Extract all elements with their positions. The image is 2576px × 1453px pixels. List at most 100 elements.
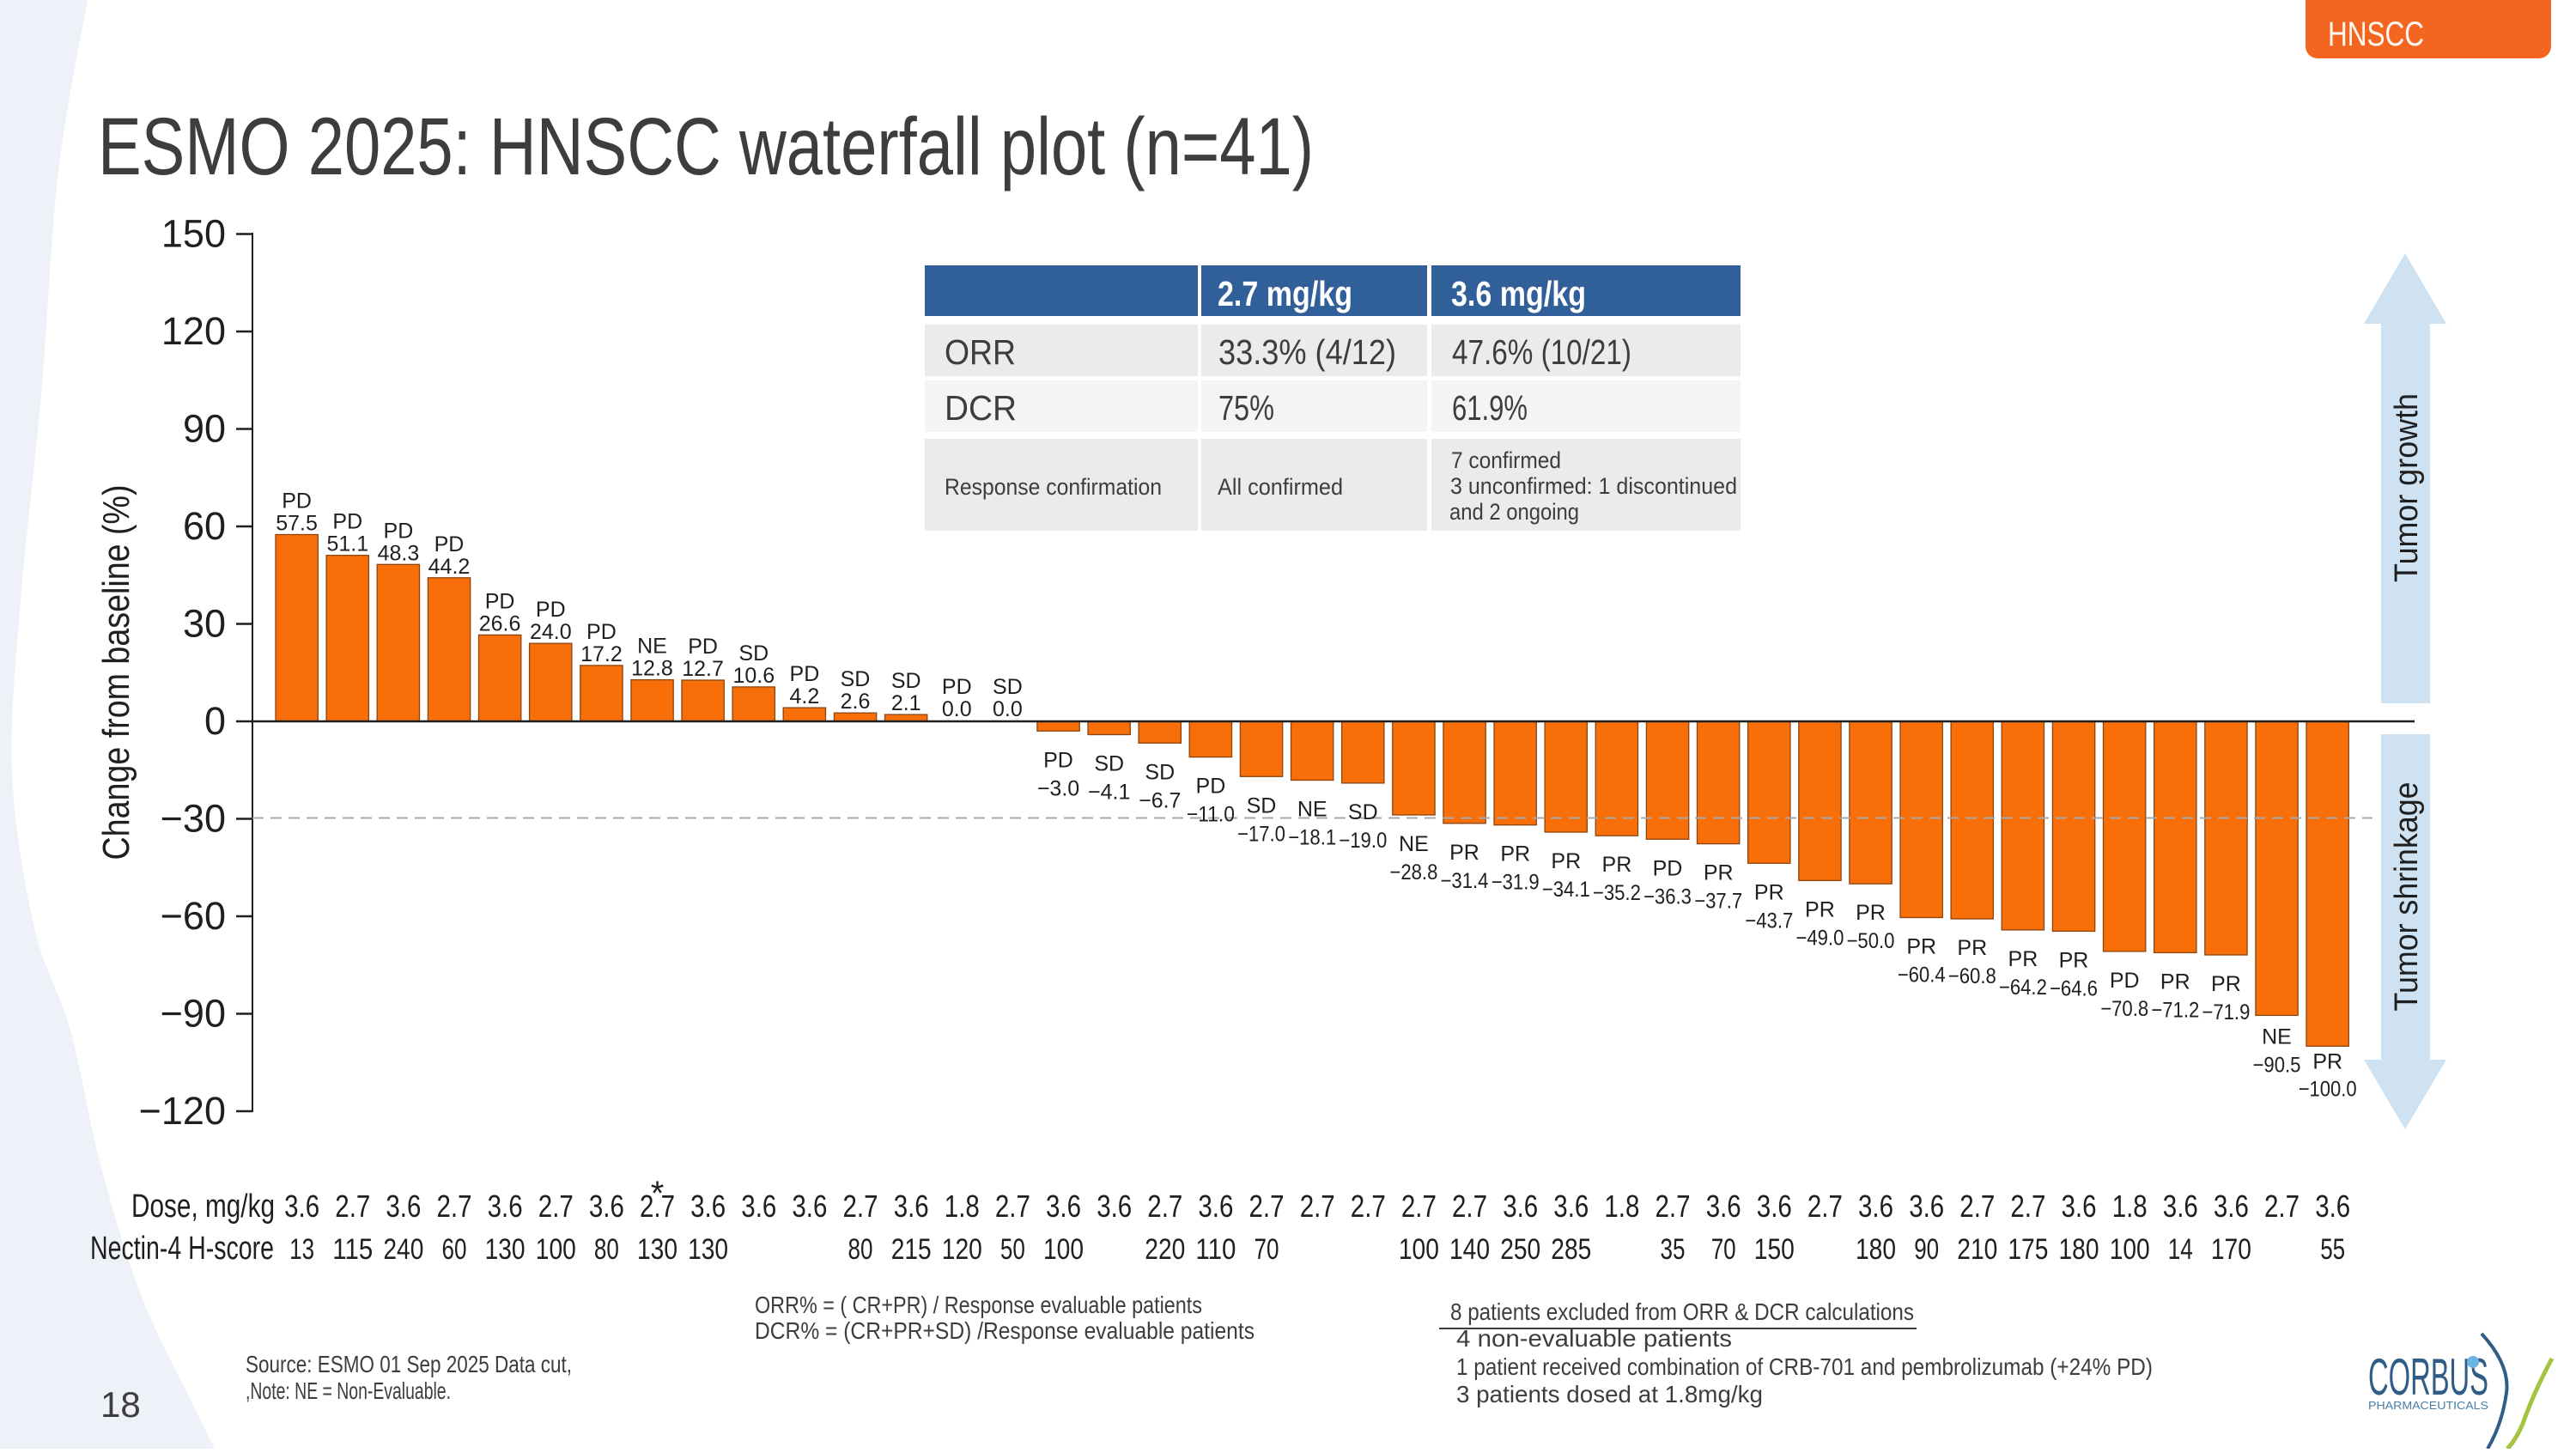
svg-text:PD: PD	[942, 675, 972, 699]
svg-text:3.6: 3.6	[1097, 1189, 1132, 1224]
svg-text:ORR: ORR	[945, 332, 1016, 372]
svg-text:57.5: 57.5	[276, 512, 318, 536]
svg-text:PD: PD	[1043, 748, 1073, 772]
svg-text:3.6: 3.6	[1046, 1189, 1081, 1224]
svg-text:2.7: 2.7	[843, 1189, 878, 1224]
svg-text:7 confirmed: 7 confirmed	[1451, 447, 1561, 473]
svg-text:13: 13	[289, 1233, 314, 1266]
svg-text:−60.4: −60.4	[1898, 964, 1946, 988]
svg-text:24.0: 24.0	[530, 620, 572, 644]
svg-text:PR: PR	[1754, 880, 1784, 904]
svg-text:−35.2: −35.2	[1593, 881, 1641, 905]
svg-text:175: 175	[2008, 1233, 2048, 1266]
svg-text:Tumor growth: Tumor growth	[2389, 393, 2425, 582]
svg-text:60: 60	[183, 504, 226, 548]
svg-text:1 patient received combination: 1 patient received combination of CRB-70…	[1456, 1353, 2153, 1380]
svg-text:100: 100	[1043, 1233, 1084, 1266]
svg-text:PR: PR	[1449, 841, 1479, 865]
svg-text:SD: SD	[738, 641, 769, 666]
svg-text:48.3: 48.3	[378, 541, 420, 565]
svg-text:8 patients excluded from ORR &: 8 patients excluded from ORR & DCR calcu…	[1450, 1298, 1914, 1325]
svg-text:PD: PD	[282, 489, 312, 514]
svg-text:4.2: 4.2	[790, 684, 820, 708]
svg-text:100: 100	[1399, 1233, 1439, 1266]
svg-text:1.8: 1.8	[2112, 1189, 2148, 1224]
svg-text:PR: PR	[1856, 901, 1886, 925]
svg-text:120: 120	[161, 309, 226, 353]
svg-text:100: 100	[536, 1233, 576, 1266]
svg-text:100: 100	[2110, 1233, 2150, 1266]
svg-text:2.7: 2.7	[640, 1189, 675, 1224]
svg-text:2.7: 2.7	[1147, 1189, 1182, 1224]
svg-text:33.3% (4/12): 33.3% (4/12)	[1218, 332, 1396, 372]
svg-text:−31.9: −31.9	[1492, 871, 1540, 895]
svg-text:PR: PR	[2059, 948, 2089, 972]
svg-text:3.6: 3.6	[2214, 1189, 2249, 1224]
svg-text:3.6: 3.6	[690, 1189, 726, 1224]
svg-text:PD: PD	[485, 589, 515, 613]
svg-text:−70.8: −70.8	[2100, 997, 2148, 1021]
svg-text:SD: SD	[841, 667, 871, 691]
svg-text:2.7: 2.7	[437, 1189, 472, 1224]
svg-text:1.8: 1.8	[1604, 1189, 1639, 1224]
svg-text:NE: NE	[637, 635, 667, 659]
svg-text:−90.5: −90.5	[2253, 1053, 2301, 1077]
svg-text:30: 30	[183, 602, 226, 646]
svg-text:75%: 75%	[1218, 388, 1274, 428]
svg-text:DCR% = (CR+PR+SD) /Response ev: DCR% = (CR+PR+SD) /Response evaluable pa…	[755, 1317, 1255, 1344]
svg-text:220: 220	[1145, 1233, 1185, 1266]
svg-text:PR: PR	[2211, 972, 2241, 996]
svg-text:*: *	[651, 1175, 665, 1213]
svg-text:2.7: 2.7	[1401, 1189, 1437, 1224]
svg-text:26.6: 26.6	[479, 611, 521, 635]
svg-text:130: 130	[637, 1233, 677, 1266]
svg-text:PR: PR	[1500, 842, 1530, 866]
svg-text:14: 14	[2168, 1233, 2193, 1266]
svg-text:NE: NE	[1399, 832, 1429, 856]
svg-text:SD: SD	[993, 675, 1023, 699]
svg-text:SD: SD	[1348, 800, 1378, 824]
svg-text:12.7: 12.7	[682, 657, 724, 681]
svg-text:−30: −30	[161, 797, 226, 841]
svg-text:Dose, mg/kg: Dose, mg/kg	[131, 1189, 275, 1225]
svg-text:Source: ESMO 01 Sep 2025 Data: Source: ESMO 01 Sep 2025 Data cut,	[246, 1351, 572, 1377]
svg-text:,Note: NE = Non-Evaluable.: ,Note: NE = Non-Evaluable.	[246, 1377, 451, 1404]
svg-text:PD: PD	[586, 620, 617, 644]
svg-text:DCR: DCR	[945, 388, 1017, 428]
svg-text:70: 70	[1711, 1233, 1736, 1266]
svg-text:3.6: 3.6	[1706, 1189, 1741, 1224]
svg-text:−28.8: −28.8	[1389, 860, 1437, 885]
svg-text:3.6: 3.6	[2163, 1189, 2198, 1224]
svg-text:All confirmed: All confirmed	[1218, 474, 1343, 500]
svg-text:2.7: 2.7	[1452, 1189, 1487, 1224]
svg-text:2.7: 2.7	[1656, 1189, 1691, 1224]
svg-text:Tumor shrinkage: Tumor shrinkage	[2389, 782, 2425, 1012]
svg-text:250: 250	[1500, 1233, 1540, 1266]
svg-text:2.7: 2.7	[1959, 1189, 1995, 1224]
svg-text:60: 60	[442, 1233, 467, 1266]
svg-text:17.2: 17.2	[580, 642, 623, 666]
svg-text:2.7: 2.7	[1300, 1189, 1335, 1224]
svg-text:NE: NE	[1297, 798, 1327, 822]
svg-text:PD: PD	[384, 519, 414, 543]
svg-text:2.1: 2.1	[891, 691, 921, 715]
svg-text:80: 80	[848, 1233, 873, 1266]
svg-text:−18.1: −18.1	[1288, 826, 1336, 850]
svg-text:90: 90	[183, 407, 226, 451]
svg-text:110: 110	[1195, 1233, 1236, 1266]
svg-text:130: 130	[688, 1233, 728, 1266]
svg-text:130: 130	[485, 1233, 526, 1266]
svg-text:−50.0: −50.0	[1847, 929, 1895, 953]
svg-text:3.6: 3.6	[386, 1189, 421, 1224]
svg-text:−34.1: −34.1	[1542, 878, 1590, 902]
svg-text:PD: PD	[790, 662, 820, 686]
svg-text:PD: PD	[2110, 969, 2140, 993]
svg-text:PD: PD	[434, 532, 465, 556]
svg-text:70: 70	[1255, 1233, 1279, 1266]
svg-text:44.2: 44.2	[428, 555, 471, 579]
svg-text:47.6% (10/21): 47.6% (10/21)	[1452, 332, 1631, 372]
svg-text:180: 180	[1856, 1233, 1896, 1266]
svg-text:2.7: 2.7	[1351, 1189, 1386, 1224]
svg-text:35: 35	[1661, 1233, 1686, 1266]
svg-text:PD: PD	[332, 510, 362, 534]
